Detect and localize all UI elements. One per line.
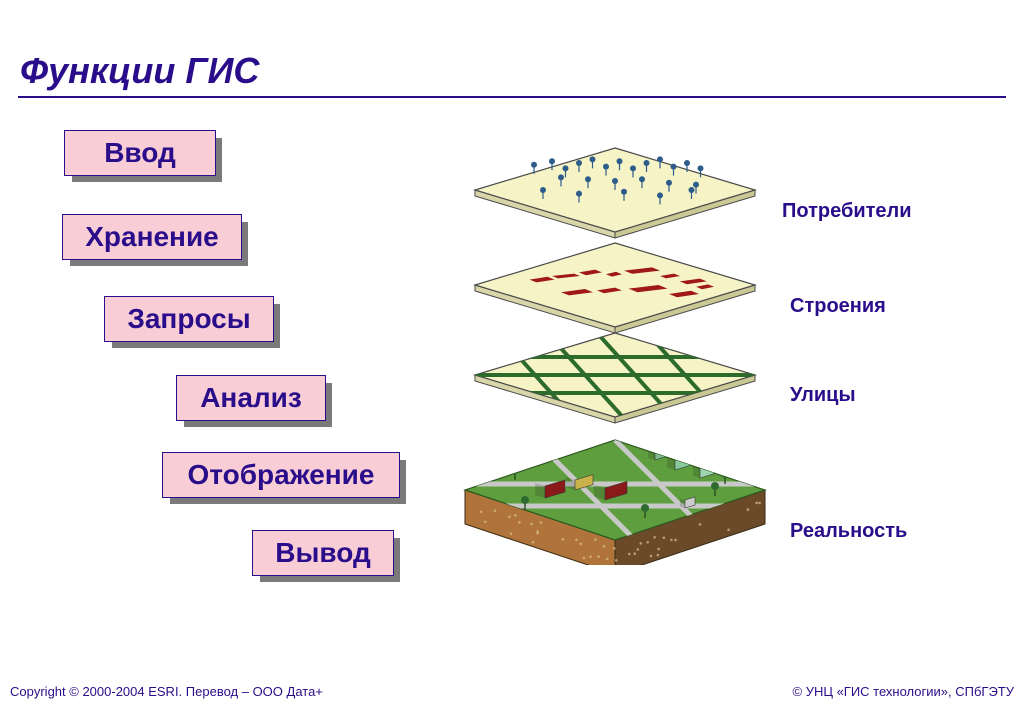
- layer-label: Улицы: [790, 384, 856, 407]
- function-button[interactable]: Вывод: [252, 530, 394, 576]
- function-button[interactable]: Ввод: [64, 130, 216, 176]
- footer-right: © УНЦ «ГИС технологии», СПбГЭТУ: [793, 684, 1015, 699]
- function-button[interactable]: Анализ: [176, 375, 326, 421]
- function-button[interactable]: Хранение: [62, 214, 242, 260]
- footer-left: Copyright © 2000-2004 ESRI. Перевод – ОО…: [10, 684, 323, 699]
- gis-layers-diagram: [450, 135, 780, 565]
- function-button[interactable]: Отображение: [162, 452, 400, 498]
- slide-title: Функции ГИС: [20, 50, 259, 92]
- layer-label: Реальность: [790, 520, 907, 543]
- layer-label: Строения: [790, 295, 886, 318]
- layer-label: Потребители: [782, 200, 912, 223]
- slide: Функции ГИС Ввод Хранение Запросы Анализ Ото…: [0, 0, 1024, 709]
- function-button[interactable]: Запросы: [104, 296, 274, 342]
- title-underline: [18, 96, 1006, 98]
